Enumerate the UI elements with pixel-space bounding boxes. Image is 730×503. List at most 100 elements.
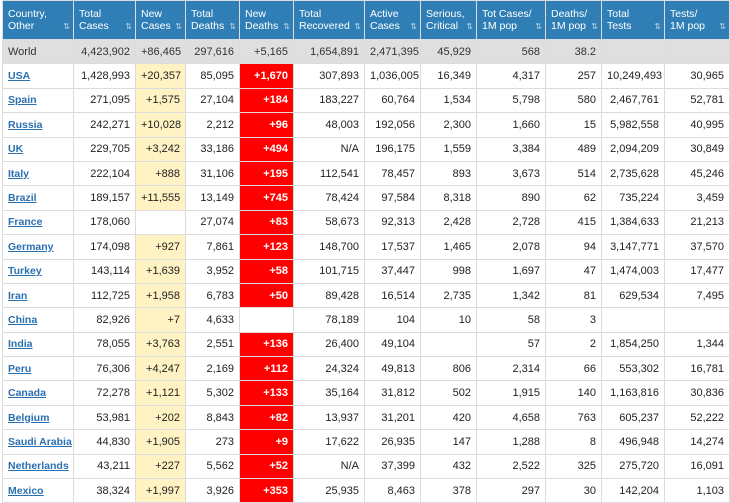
cell-active-cases: 92,313 xyxy=(364,209,421,236)
cell-total-tests: 2,735,628 xyxy=(601,160,665,187)
table-row: France 178,060 27,074 +83 58,673 92,313 2,428 2… xyxy=(2,209,730,236)
cell-new-cases: +7 xyxy=(135,307,186,333)
cell-total-deaths: 273 xyxy=(185,429,240,455)
sort-arrows-icon[interactable]: ⇅ xyxy=(125,22,132,31)
column-header-tot-cases-per-1m[interactable]: Tot Cases/ 1M pop ⇅ xyxy=(476,0,546,40)
country-link[interactable]: USA xyxy=(8,70,31,83)
cell-deaths-per-1m: 140 xyxy=(545,380,602,406)
cell-total-recovered: 26,400 xyxy=(293,331,365,358)
cell-new-cases: +86,465 xyxy=(135,38,186,65)
cell-new-deaths: +136 xyxy=(239,331,294,358)
cell-deaths-per-1m: 47 xyxy=(545,258,602,284)
cell-total-recovered: N/A xyxy=(293,453,365,480)
cell-tot-cases-per-1m: 4,317 xyxy=(476,63,546,89)
cell-country: Mexico xyxy=(2,478,74,503)
country-link[interactable]: Belgium xyxy=(8,411,50,424)
sort-arrows-icon[interactable]: ⇅ xyxy=(719,22,726,31)
sort-arrows-icon[interactable]: ⇅ xyxy=(535,22,542,31)
column-header-deaths-per-1m[interactable]: Deaths/ 1M pop ⇅ xyxy=(545,0,602,40)
column-header-serious-critical[interactable]: Serious, Critical ⇅ xyxy=(420,0,477,40)
cell-new-deaths: +123 xyxy=(239,234,294,260)
cell-tot-cases-per-1m: 890 xyxy=(476,185,546,211)
country-link[interactable]: Russia xyxy=(8,118,43,131)
sort-arrows-icon[interactable]: ⇅ xyxy=(283,22,290,31)
country-link[interactable]: Germany xyxy=(8,240,54,253)
header-row: Country, Other ⇅ Total Cases ⇅ New Cases ⇅ Tot… xyxy=(2,0,730,40)
country-link[interactable]: Iran xyxy=(8,289,28,302)
country-link[interactable]: Canada xyxy=(8,387,46,400)
sort-arrows-icon[interactable]: ⇅ xyxy=(654,22,661,31)
sort-arrows-icon[interactable]: ⇅ xyxy=(591,22,598,31)
column-header-total-tests[interactable]: Total Tests ⇅ xyxy=(601,0,665,40)
world-total-row: World 4,423,902 +86,465 297,616 +5,165 1,654,… xyxy=(2,38,730,65)
cell-new-cases: +10,028 xyxy=(135,112,186,138)
country-link[interactable]: UK xyxy=(8,143,24,156)
country-link[interactable]: France xyxy=(8,216,43,229)
column-header-new-deaths[interactable]: New Deaths ⇅ xyxy=(239,0,294,40)
column-header-country[interactable]: Country, Other ⇅ xyxy=(2,0,74,40)
country-link[interactable]: Saudi Arabia xyxy=(8,435,72,448)
table-row: Brazil 189,157 +11,555 13,149 +745 78,424 97,5… xyxy=(2,185,730,211)
country-link[interactable]: Mexico xyxy=(8,484,44,497)
column-header-total-cases[interactable]: Total Cases ⇅ xyxy=(73,0,136,40)
cell-tests-per-1m: 16,091 xyxy=(664,453,730,480)
cell-tests-per-1m: 14,274 xyxy=(664,429,730,455)
cell-deaths-per-1m: 325 xyxy=(545,453,602,480)
cell-tests-per-1m: 3,459 xyxy=(664,185,730,211)
cell-tests-per-1m: 21,213 xyxy=(664,209,730,236)
cell-serious-critical: 45,929 xyxy=(420,38,477,65)
cell-total-deaths: 3,926 xyxy=(185,478,240,503)
column-header-total-recovered[interactable]: Total Recovered ⇅ xyxy=(293,0,365,40)
cell-country: France xyxy=(2,209,74,236)
cell-total-deaths: 33,186 xyxy=(185,136,240,162)
cell-total-cases: 189,157 xyxy=(73,185,136,211)
cell-active-cases: 60,764 xyxy=(364,87,421,114)
cell-tests-per-1m: 1,344 xyxy=(664,331,730,358)
cell-serious-critical: 16,349 xyxy=(420,63,477,89)
cell-tot-cases-per-1m: 2,314 xyxy=(476,356,546,382)
cell-total-recovered: 17,622 xyxy=(293,429,365,455)
cell-active-cases: 192,056 xyxy=(364,112,421,138)
cell-total-tests: 2,467,761 xyxy=(601,87,665,114)
cell-total-tests: 496,948 xyxy=(601,429,665,455)
sort-arrows-icon[interactable]: ⇅ xyxy=(410,22,417,31)
cell-new-deaths: +96 xyxy=(239,112,294,138)
country-link[interactable]: Netherlands xyxy=(8,460,69,473)
country-link[interactable]: Spain xyxy=(8,94,37,107)
cell-active-cases: 1,036,005 xyxy=(364,63,421,89)
cell-total-recovered: 35,164 xyxy=(293,380,365,406)
country-link[interactable]: Turkey xyxy=(8,265,42,278)
cell-tests-per-1m: 52,781 xyxy=(664,87,730,114)
table-row: Spain 271,095 +1,575 27,104 +184 183,227 60,76… xyxy=(2,87,730,114)
country-link[interactable]: India xyxy=(8,338,33,351)
column-header-total-deaths[interactable]: Total Deaths ⇅ xyxy=(185,0,240,40)
country-link[interactable]: Peru xyxy=(8,362,32,375)
column-header-new-cases[interactable]: New Cases ⇅ xyxy=(135,0,186,40)
cell-new-cases: +11,555 xyxy=(135,185,186,211)
country-link[interactable]: Brazil xyxy=(8,192,37,205)
cell-tests-per-1m: 17,477 xyxy=(664,258,730,284)
sort-arrows-icon[interactable]: ⇅ xyxy=(229,22,236,31)
cell-new-deaths: +745 xyxy=(239,185,294,211)
cell-total-cases: 174,098 xyxy=(73,234,136,260)
column-header-label: Total Deaths xyxy=(191,8,225,32)
country-link[interactable]: Italy xyxy=(8,167,30,180)
table-row: Mexico 38,324 +1,997 3,926 +353 25,935 8,463 37… xyxy=(2,478,730,503)
cell-new-cases: +888 xyxy=(135,160,186,187)
sort-arrows-icon[interactable]: ⇅ xyxy=(63,22,70,31)
sort-arrows-icon[interactable]: ⇅ xyxy=(466,22,473,31)
column-header-label: Total Recovered xyxy=(299,8,350,32)
cell-total-deaths: 6,783 xyxy=(185,282,240,309)
sort-arrows-icon[interactable]: ⇅ xyxy=(175,22,182,31)
cell-tot-cases-per-1m: 58 xyxy=(476,307,546,333)
cell-total-deaths: 7,861 xyxy=(185,234,240,260)
column-header-tests-per-1m[interactable]: Tests/ 1M pop ⇅ xyxy=(664,0,730,40)
cell-total-tests: 553,302 xyxy=(601,356,665,382)
table-row: Iran 112,725 +1,958 6,783 +50 89,428 16,514 2,7… xyxy=(2,282,730,309)
country-link[interactable]: China xyxy=(8,313,38,326)
cell-serious-critical: 432 xyxy=(420,453,477,480)
column-header-active-cases[interactable]: Active Cases ⇅ xyxy=(364,0,421,40)
cell-total-tests: 5,982,558 xyxy=(601,112,665,138)
cell-new-deaths: +9 xyxy=(239,429,294,455)
sort-arrows-icon[interactable]: ⇅ xyxy=(354,22,361,31)
